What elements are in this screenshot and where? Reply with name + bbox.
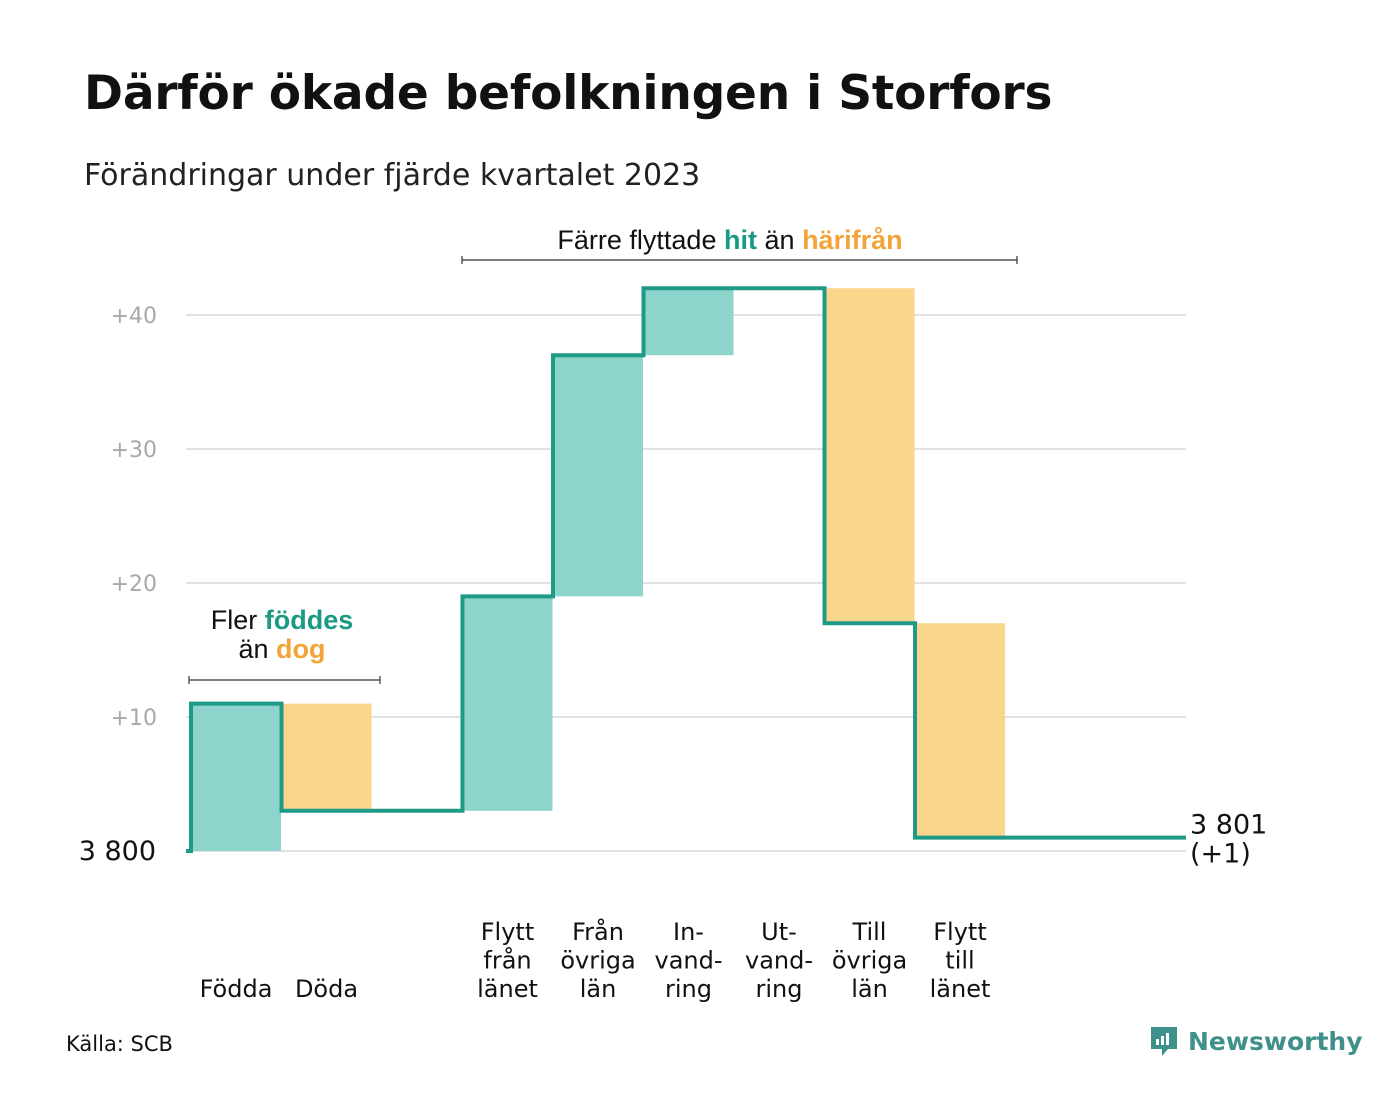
category-label: ring: [756, 975, 803, 1003]
chart-title: Därför ökade befolkningen i Storfors: [84, 66, 1053, 121]
category-label: Till: [852, 918, 887, 946]
migration-bracket: [461, 256, 1018, 264]
chart-subtitle: Förändringar under fjärde kvartalet 2023: [84, 158, 701, 193]
gridlines: [186, 314, 1186, 852]
category-label: övriga: [560, 947, 635, 975]
waterfall-bar: [191, 703, 281, 851]
category-label: vand-: [745, 947, 813, 975]
waterfall-bar: [915, 623, 1005, 838]
brand-name: Newsworthy: [1188, 1026, 1363, 1056]
category-label: län: [580, 975, 617, 1003]
category-label: In-: [673, 918, 704, 946]
y-tick-label: +10: [111, 706, 157, 731]
category-label: ring: [665, 975, 712, 1003]
category-label: län: [851, 975, 888, 1003]
category-label: till: [945, 947, 974, 975]
category-label: övriga: [832, 947, 907, 975]
end-value-label: 3 801: [1190, 810, 1267, 841]
category-label: vand-: [654, 947, 722, 975]
brand-logo[interactable]: Newsworthy: [1148, 1024, 1363, 1058]
migration-annotation: Färre flyttade hit än härifrån: [461, 225, 1018, 264]
y-tick-label: +40: [111, 304, 157, 329]
waterfall-bar: [553, 355, 643, 597]
y-tick-label: +30: [111, 438, 157, 463]
category-label: Flytt: [933, 918, 987, 946]
births-annotation: Fler föddes än dog: [188, 605, 381, 684]
waterfall-bar: [281, 703, 372, 811]
category-label: länet: [930, 975, 991, 1003]
baseline-label: 3 800: [79, 836, 156, 867]
bars: [191, 288, 1005, 851]
category-label: från: [483, 946, 531, 975]
waterfall-bar: [462, 596, 553, 811]
category-label: Från: [572, 917, 624, 946]
category-label: Födda: [200, 975, 273, 1003]
births-annotation-line1: Fler föddes: [211, 605, 354, 635]
newsworthy-logo-icon: [1151, 1027, 1177, 1056]
waterfall-bar: [643, 288, 734, 356]
end-change-label: (+1): [1190, 839, 1251, 870]
waterfall-bar: [824, 288, 915, 624]
migration-annotation-text: Färre flyttade hit än härifrån: [557, 225, 902, 255]
y-tick-label: +20: [111, 572, 157, 597]
category-label: länet: [477, 975, 538, 1003]
category-label: Ut-: [761, 918, 797, 946]
births-annotation-line2: än dog: [238, 634, 325, 664]
category-label: Flytt: [481, 918, 535, 946]
source-note: Källa: SCB: [66, 1032, 173, 1056]
category-label: Döda: [295, 975, 358, 1003]
cumulative-step-line: [186, 286, 1186, 853]
births-bracket: [188, 676, 381, 684]
